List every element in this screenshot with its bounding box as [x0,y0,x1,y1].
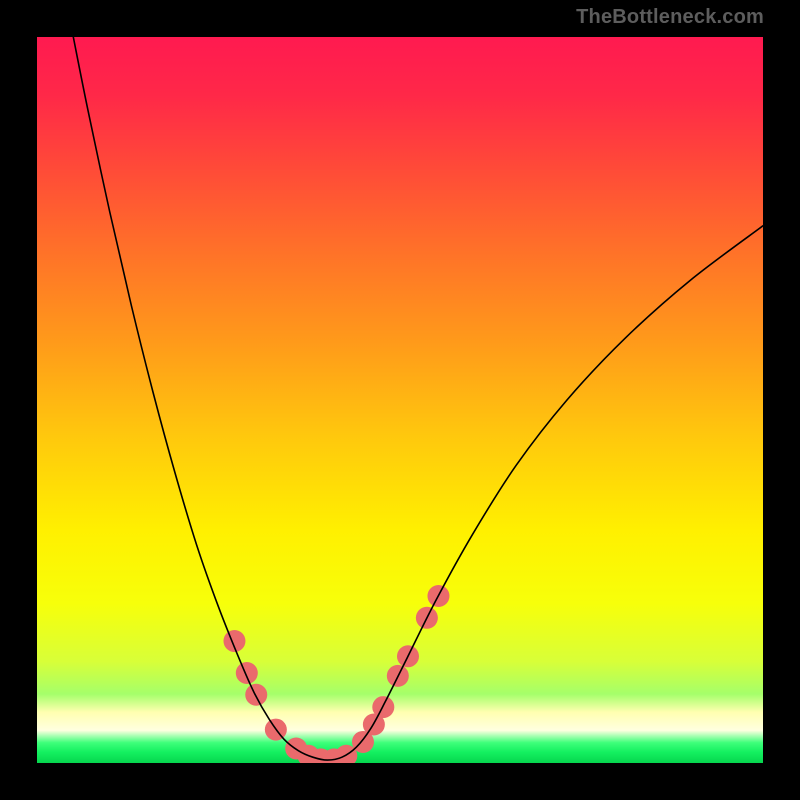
plot-area [37,37,763,763]
outer-frame: TheBottleneck.com [0,0,800,800]
watermark-text: TheBottleneck.com [576,6,764,29]
data-marker [245,684,267,706]
data-marker [236,662,258,684]
chart-svg [37,37,763,763]
